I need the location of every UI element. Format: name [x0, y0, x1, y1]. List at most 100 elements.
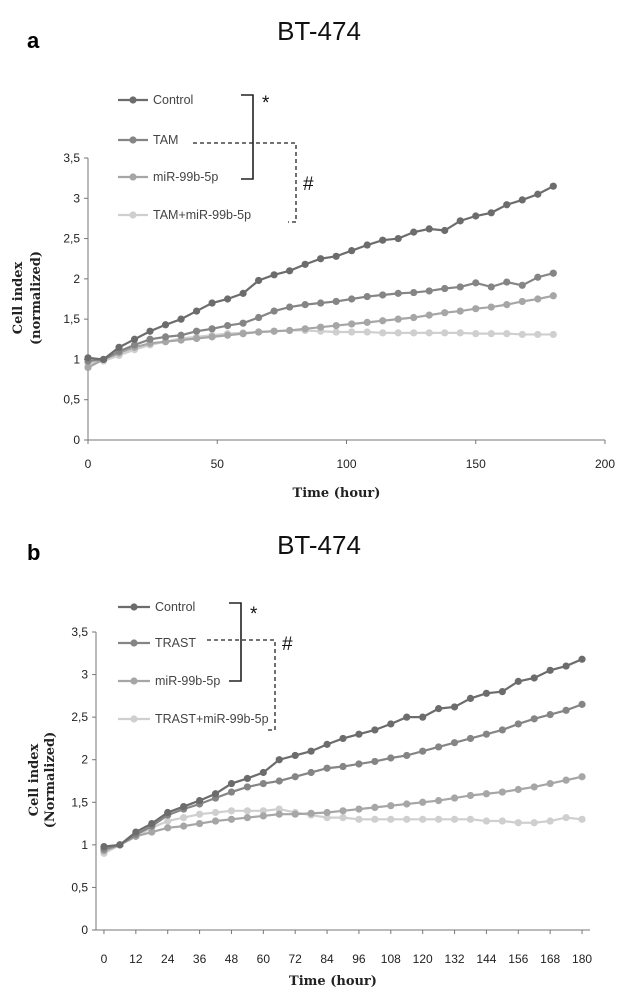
data-point [239, 330, 247, 338]
data-point [363, 241, 371, 249]
line-chart-b: 0 0,5 1 1,5 2 2,5 3 3,5 0 12 24 36 48 60 72 84 96 108 120 1… [27, 600, 592, 989]
data-point [301, 301, 309, 309]
data-point [211, 817, 220, 825]
x-tick-label: 180 [572, 952, 592, 966]
chart-title: BT-474 [277, 530, 361, 560]
legend-label: miR-99b-5p [153, 170, 218, 184]
data-point [100, 842, 108, 851]
data-point [317, 255, 325, 263]
data-point [482, 790, 491, 798]
data-point [518, 297, 526, 306]
significance-bracket-star [229, 602, 242, 682]
data-point [546, 666, 554, 674]
data-point [146, 327, 154, 335]
data-point [578, 655, 586, 663]
data-point [291, 773, 299, 781]
data-point [84, 363, 92, 372]
y-tick-label: 3,5 [71, 625, 88, 639]
x-tick-label: 96 [352, 952, 366, 966]
data-point [534, 273, 542, 281]
data-point [498, 688, 506, 696]
legend-swatch-marker [130, 715, 138, 723]
x-tick-label: 72 [289, 952, 303, 966]
data-point [549, 269, 557, 277]
data-point [472, 330, 480, 338]
data-point [146, 335, 154, 343]
data-point [259, 779, 267, 788]
data-point [291, 810, 299, 818]
data-point [270, 327, 278, 335]
data-point [323, 740, 331, 748]
data-point [472, 212, 480, 220]
data-point [317, 299, 325, 307]
data-point [332, 252, 340, 260]
legend-item: TRAST+miR-99b-5p [118, 712, 269, 726]
x-axis-label: Time (hour) [289, 974, 377, 989]
data-point [286, 326, 294, 335]
data-point [180, 802, 188, 811]
data-point [403, 800, 411, 808]
x-tick-label: 132 [445, 952, 465, 966]
data-point [503, 278, 511, 286]
data-point [275, 777, 283, 785]
data-point [456, 329, 464, 337]
data-point [482, 817, 491, 825]
legend-item: TAM+miR-99b-5p [118, 208, 251, 222]
legend-item: TAM [118, 133, 178, 147]
data-point [419, 798, 427, 806]
data-point [323, 764, 331, 772]
legend-swatch-marker [130, 677, 138, 685]
data-point [410, 228, 418, 236]
data-point [259, 807, 267, 815]
data-point [514, 785, 522, 794]
data-point [211, 790, 220, 798]
significance-hash: # [282, 634, 293, 655]
data-point [270, 307, 278, 315]
data-point [379, 291, 387, 299]
y-tick-label: 0,5 [71, 880, 88, 894]
data-point [371, 815, 379, 823]
data-point [546, 817, 554, 825]
data-point [534, 330, 542, 339]
data-point [578, 700, 586, 708]
data-point [534, 295, 542, 303]
data-point [130, 335, 139, 343]
significance-star: * [262, 93, 270, 114]
legend-label: TRAST [155, 636, 196, 650]
legend-swatch-marker [129, 211, 137, 219]
data-point [487, 330, 495, 338]
data-point [514, 677, 522, 685]
data-point [578, 815, 586, 823]
data-point [441, 309, 449, 317]
data-point [482, 689, 491, 697]
data-point [394, 315, 402, 323]
data-point [503, 201, 511, 209]
data-point [355, 815, 363, 823]
data-point [223, 331, 232, 339]
x-tick-label: 168 [540, 952, 560, 966]
legend-item: miR-99b-5p [118, 170, 218, 184]
data-point [355, 730, 363, 738]
data-point [435, 796, 443, 805]
line-chart-a: 0 0,5 1 1,5 2 2,5 3 3,5 0 50 100 150 200 Time (hour) C… [11, 93, 615, 501]
data-point [371, 726, 379, 734]
data-point [208, 299, 216, 307]
data-point [441, 226, 449, 235]
data-point [466, 734, 475, 743]
y-tick-label: 3 [81, 668, 88, 682]
data-point [487, 303, 495, 311]
x-tick-label: 120 [413, 952, 433, 966]
data-point [180, 822, 188, 830]
x-tick-label: 60 [257, 952, 271, 966]
legend-swatch-marker [129, 136, 137, 144]
data-point [425, 287, 433, 295]
x-tick-label: 108 [381, 952, 401, 966]
legend-item: miR-99b-5p [118, 674, 220, 688]
data-point [441, 284, 449, 293]
x-tick-label: 24 [161, 952, 175, 966]
legend-label: TAM [153, 133, 178, 147]
data-point [410, 329, 418, 337]
data-point [450, 703, 459, 711]
x-tick-label: 100 [336, 457, 356, 471]
data-point [487, 283, 495, 291]
